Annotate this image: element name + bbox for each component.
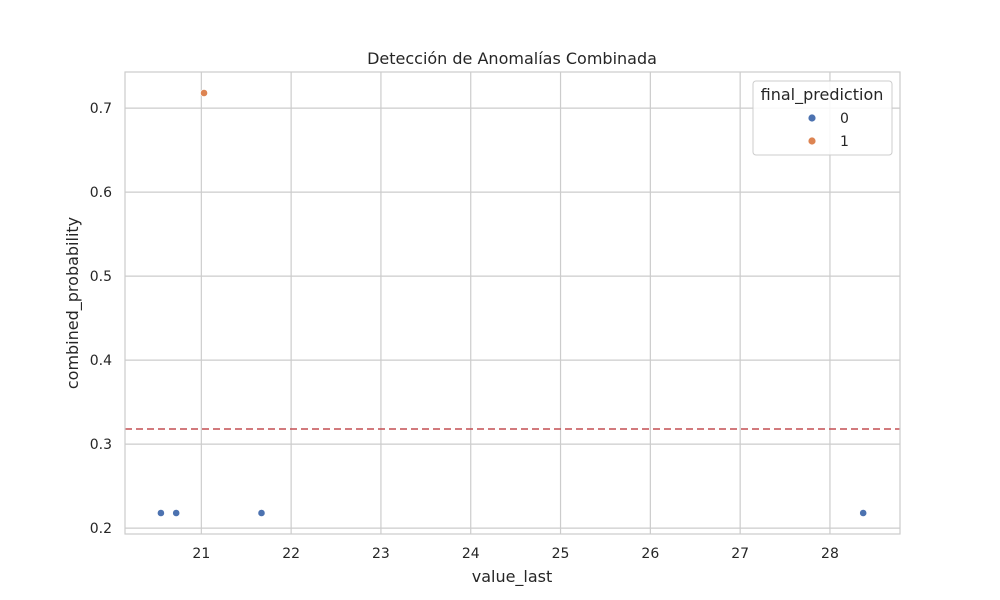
x-tick-label: 25 — [552, 546, 570, 562]
x-tick-label: 21 — [192, 546, 210, 562]
y-tick-label: 0.4 — [90, 353, 112, 369]
legend: final_prediction 0 1 — [752, 80, 893, 156]
y-tick-label: 0.2 — [90, 521, 112, 537]
x-tick-label: 22 — [282, 546, 300, 562]
y-tick-label: 0.3 — [90, 437, 112, 453]
data-point-series-0 — [157, 509, 165, 517]
data-point-series-0 — [257, 509, 266, 517]
x-tick-label: 23 — [372, 546, 390, 562]
legend-marker-1 — [808, 137, 816, 145]
legend-title: final_prediction — [761, 85, 884, 105]
y-tick-label: 0.6 — [90, 185, 112, 201]
x-tick-label: 24 — [462, 546, 480, 562]
data-point-series-1 — [200, 89, 208, 97]
x-tick-label: 26 — [641, 546, 659, 562]
y-tick-label: 0.5 — [90, 269, 112, 285]
y-axis-label: combined_probability — [63, 217, 83, 389]
y-tick-label: 0.7 — [90, 101, 112, 117]
plot-frame — [124, 71, 901, 535]
legend-label-1: 1 — [840, 134, 849, 150]
legend-label-0: 0 — [840, 111, 849, 127]
legend-marker-0 — [808, 114, 816, 122]
data-point-series-0 — [172, 509, 181, 517]
x-axis-label: value_last — [472, 567, 553, 587]
y-tick-labels: 0.2 0.3 0.4 0.5 0.6 0.7 — [90, 101, 112, 537]
x-tick-label: 27 — [731, 546, 749, 562]
legend-box — [752, 80, 893, 156]
x-tick-label: 28 — [821, 546, 839, 562]
chart-title: Detección de Anomalías Combinada — [367, 49, 657, 68]
data-points — [157, 89, 868, 517]
data-point-series-0 — [859, 509, 868, 517]
x-tick-labels: 21 22 23 24 25 26 27 28 — [192, 546, 838, 562]
